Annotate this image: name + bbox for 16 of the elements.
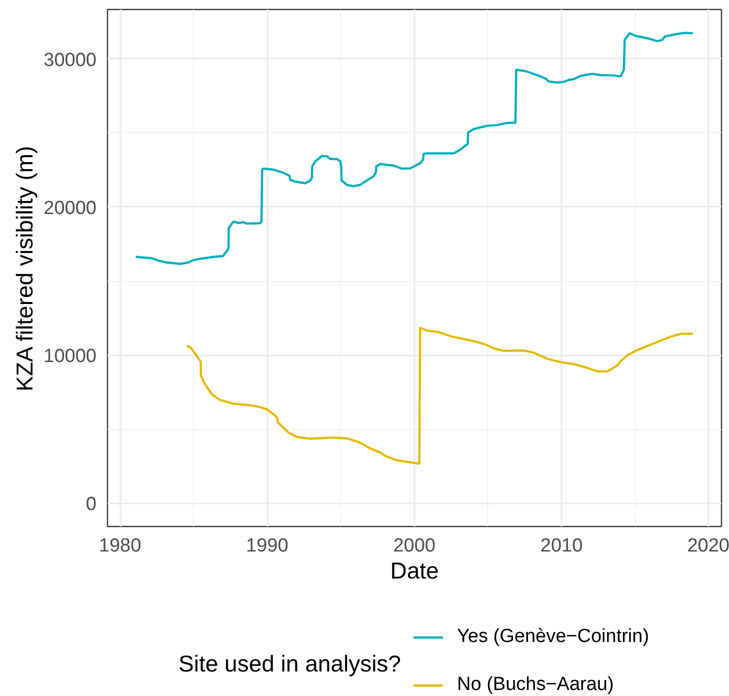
x-tick-label: 1990 [246, 536, 288, 556]
line-series [186, 326, 694, 465]
line-series [134, 32, 694, 265]
y-tick-label: 10000 [44, 346, 97, 368]
x-tick-label: 2020 [687, 536, 729, 556]
x-tick-label: 1980 [98, 536, 142, 556]
x-tick-label: 2000 [393, 536, 436, 556]
y-tick-label: 0 [86, 494, 97, 516]
y-tick-label: 20000 [44, 198, 97, 219]
x-axis-title: Date [390, 558, 439, 584]
legend-label: No (Buchs−Aarau) [457, 674, 614, 696]
legend-title: Site used in analysis? [178, 650, 401, 676]
x-tick-label: 2010 [540, 536, 583, 556]
y-axis-title: KZA filtered visibility (m) [12, 146, 38, 392]
y-tick-label: 30000 [44, 50, 97, 71]
legend-label: Yes (Genève−Cointrin) [457, 626, 650, 648]
